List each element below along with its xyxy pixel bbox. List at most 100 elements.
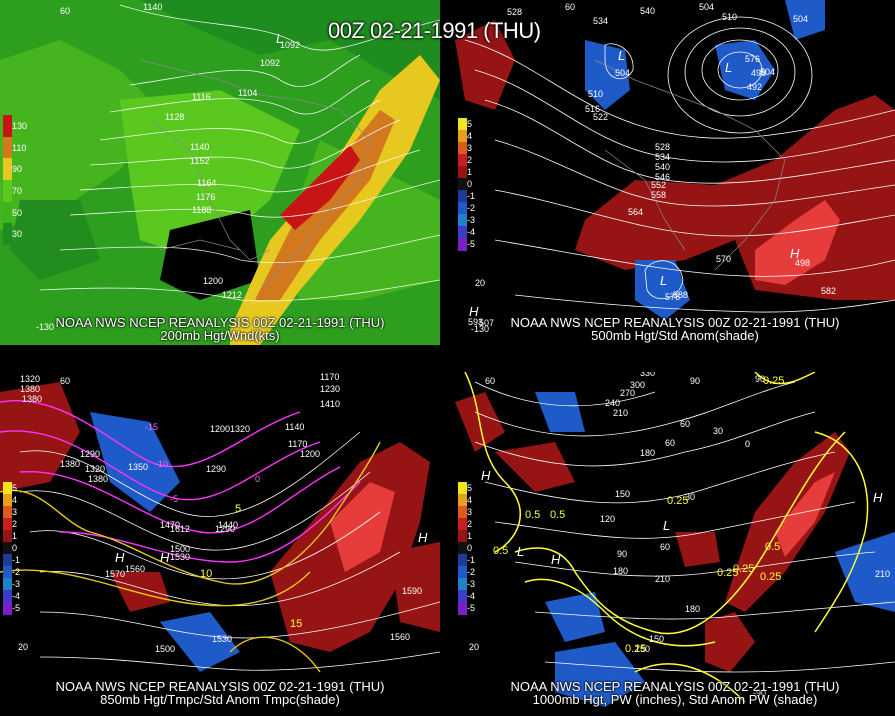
legend-label: 130 [12,120,28,131]
contour-label: 1152 [190,156,209,166]
200mb-contours [39,4,440,302]
500mb-coastlines [594,59,786,271]
legend-swatch [458,226,467,239]
height-contour-label: 60 [665,438,675,448]
pw-contour-label: 0.25 [717,567,738,579]
legend-label: -5 [467,239,476,249]
height-contour-label: 1290 [215,524,235,534]
contour-label: 1128 [165,112,184,122]
pw-contour-label: 0.5 [493,545,508,557]
height-contour-label: 1380 [60,459,80,469]
height-contour-label: 1380 [22,394,42,404]
contour-label: 1092 [280,40,300,50]
contour-label: 588 [673,290,688,300]
height-contour-label: 180 [640,448,655,458]
pw-contour-label: 0.5 [525,509,540,521]
legend-swatch [458,554,467,567]
legend-swatch [3,566,12,579]
pw-contour-label: 0.25 [763,375,784,387]
legend-swatch [3,223,12,246]
legend-swatch [3,115,12,138]
legend-label: 1 [467,531,473,541]
height-contour-label: 120 [600,514,615,524]
height-contour-label: 30 [713,426,723,436]
legend-swatch [3,554,12,567]
1000mb-lon-label: -90 [753,688,766,698]
200mb-legend: 130 110 90 70 50 30 [0,115,30,246]
pw-contour-label: 0.25 [733,563,754,575]
contour-label: 528 [655,142,670,152]
legend-swatch [3,506,12,519]
legend-label: -4 [467,227,476,237]
page-title: 00Z 02-21-1991 (THU) [328,18,541,43]
legend-swatch [458,506,467,519]
850mb-high-symbol-3: H [418,530,428,545]
height-contour-label: 0 [745,439,750,449]
pw-contour-label: 0.5 [765,541,780,553]
legend-label: 4 [467,131,473,141]
legend-swatch [458,578,467,591]
legend-label: -2 [12,567,21,577]
contour-label: 1140 [143,2,162,12]
height-contour-label: 1560 [125,564,145,574]
height-contour-label: 210 [655,574,670,584]
legend-label: -1 [467,191,476,201]
contour-label: 1176 [196,192,215,202]
height-contour-label: 150 [615,489,630,499]
legend-label: -4 [12,591,21,601]
legend-label: 0 [467,179,473,189]
legend-label: 2 [467,155,473,165]
contour-label: 1104 [238,88,257,98]
1000mb-high-symbol-2: H [551,552,561,567]
contour-label: 507 [479,318,494,328]
legend-swatch [458,530,467,543]
contour-label: 522 [593,112,608,122]
height-contour-label: 210 [613,408,628,418]
legend-label: 4 [467,495,473,505]
legend-label: 0 [12,543,18,553]
200mb-caption-line2: 200mb Hgt/Wnd(kts) [160,328,280,343]
height-contour-label: 240 [605,398,620,408]
legend-swatch [458,566,467,579]
height-contour-label: 1560 [390,632,410,642]
legend-label: -5 [467,603,476,613]
height-contour-label: 90 [755,374,765,384]
legend-label: 1 [467,167,473,177]
1000mb-height-contours [474,381,895,673]
height-contour-label: 1530 [212,634,232,644]
contour-label: 540 [655,162,670,172]
pw-contour-label: 0.5 [550,509,565,521]
legend-swatch [458,166,467,179]
200mb-coastlines [139,59,371,291]
map-1000mb: 3303002702402101801501209060300906030609… [455,372,895,716]
500mb-caption-line2: 500mb Hgt/Std Anom(shade) [591,328,759,343]
legend-label: 90 [12,164,23,175]
height-contour-label: 1320 [230,424,250,434]
500mb-caption-line1: NOAA NWS NCEP REANALYSIS 00Z 02-21-1991 … [510,315,840,330]
contour-label: 593 [468,317,483,327]
height-contour-label: 1612 [170,524,190,534]
legend-label: 1 [12,531,18,541]
200mb-low-symbol: L [276,31,283,46]
legend-swatch [3,602,12,615]
contour-label: 1164 [197,178,216,188]
panel-1000mb: 330 300 270 240 210 180 150 120 90 60 30 0 90 60 30 60 9… [455,372,895,716]
temperature-contour-label: 5 [235,503,241,515]
500mb-high-symbol-1: H [790,246,800,261]
legend-label: 30 [12,229,23,240]
contour-label: 498 [795,258,810,268]
contour-label: 576 [745,54,760,64]
500mb-lon-label: -130 [471,324,489,334]
1000mb-low-symbol-1: L [517,544,524,559]
500mb-lat-label-20: 20 [475,278,485,288]
height-contour-label: 1410 [320,399,340,409]
temperature-contour-label: -15 [145,422,158,432]
height-contour-label: 1380 [20,384,40,394]
1000mb-lat-label-20: 20 [469,642,479,652]
height-contour-label: 90 [690,376,700,386]
1000mb-lat-label: 60 [485,376,495,386]
